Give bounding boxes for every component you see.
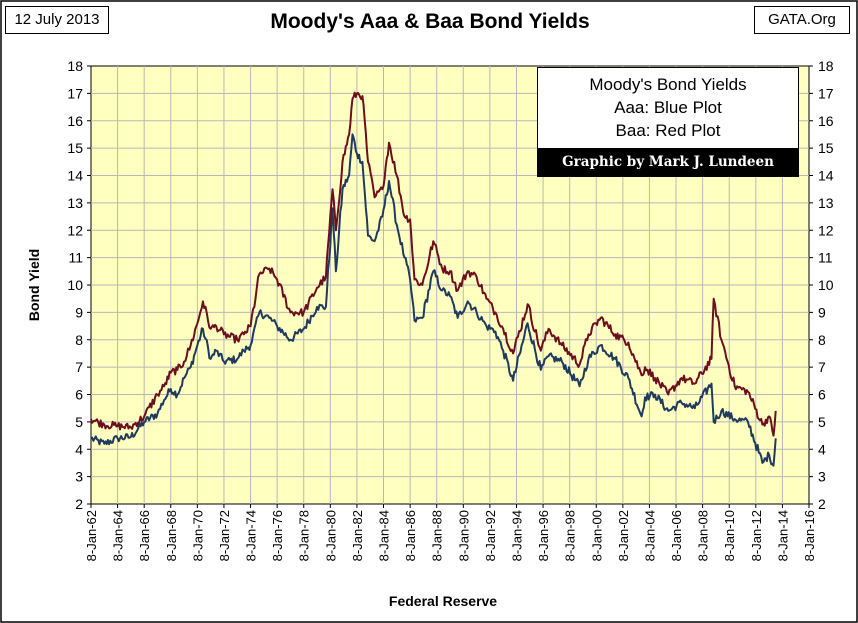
x-tick-label: 8-Jan-78 <box>297 510 312 561</box>
date-label: 12 July 2013 <box>5 6 109 34</box>
x-tick-label: 8-Jan-88 <box>430 510 445 561</box>
y-tick-label: 13 <box>67 195 83 211</box>
y-tick-label: 15 <box>67 140 83 156</box>
y-tick-label: 15 <box>818 140 834 156</box>
y-tick-label: 9 <box>818 304 826 320</box>
x-tick-label: 8-Jan-76 <box>270 510 285 561</box>
x-tick-label: 8-Jan-08 <box>696 510 711 561</box>
x-tick-label: 8-Jan-86 <box>403 510 418 561</box>
x-tick-label: 8-Jan-06 <box>669 510 684 561</box>
x-tick-label: 8-Jan-80 <box>323 510 338 561</box>
y-tick-label: 12 <box>818 222 834 238</box>
x-tick-label: 8-Jan-68 <box>164 510 179 561</box>
x-tick-label: 8-Jan-66 <box>137 510 152 561</box>
series-line-aaa <box>90 133 777 467</box>
y-tick-label: 9 <box>75 304 83 320</box>
y-tick-label: 5 <box>818 414 826 430</box>
y-tick-label: 18 <box>67 58 83 74</box>
chart-title: Moody's Aaa & Baa Bond Yields <box>270 10 590 33</box>
y-tick-label: 16 <box>67 113 83 129</box>
y-tick-label: 6 <box>75 387 83 403</box>
x-tick-label: 8-Jan-84 <box>377 510 392 561</box>
y-tick-label: 3 <box>818 469 826 485</box>
y-tick-label: 8 <box>75 332 83 348</box>
x-tick-label: 8-Jan-12 <box>749 510 764 561</box>
y-tick-label: 5 <box>75 414 83 430</box>
y-tick-label: 2 <box>75 496 83 512</box>
x-axis: 8-Jan-62 8-Jan-64 8-Jan-66 8-Jan-68 8-Jan-70… <box>84 504 817 561</box>
y-tick-label: 18 <box>818 58 834 74</box>
x-tick-label: 8-Jan-90 <box>456 510 471 561</box>
x-tick-label: 8-Jan-14 <box>775 510 790 561</box>
x-tick-label: 8-Jan-92 <box>483 510 498 561</box>
y-tick-label: 13 <box>818 195 834 211</box>
legend: Moody's Bond Yields Aaa: Blue Plot Baa: … <box>537 67 799 177</box>
x-tick-label: 8-Jan-02 <box>616 510 631 561</box>
x-tick-label: 8-Jan-00 <box>589 510 604 561</box>
y-tick-label: 7 <box>75 359 83 375</box>
y-tick-label: 10 <box>818 277 834 293</box>
y-tick-label: 11 <box>818 250 833 266</box>
y-tick-label: 7 <box>818 359 826 375</box>
legend-baa: Baa: Red Plot <box>615 121 721 140</box>
x-tick-label: 8-Jan-16 <box>802 510 817 561</box>
y-tick-label: 4 <box>75 441 83 457</box>
y-tick-label: 12 <box>67 222 83 238</box>
y-tick-label: 8 <box>818 332 826 348</box>
series-layer <box>90 91 777 467</box>
y-tick-label: 6 <box>818 387 826 403</box>
y-axis-right: 2 3 4 5 6 7 8 9 10 11 12 13 14 15 16 17 18 <box>809 58 834 512</box>
y-tick-label: 10 <box>67 277 83 293</box>
y-tick-label: 11 <box>68 250 83 266</box>
y-axis-label: Bond Yield <box>26 249 42 321</box>
y-tick-label: 3 <box>75 469 83 485</box>
series-line-baa <box>90 91 777 437</box>
y-tick-label: 17 <box>67 85 83 101</box>
x-tick-label: 8-Jan-70 <box>190 510 205 561</box>
x-tick-label: 8-Jan-96 <box>536 510 551 561</box>
y-axis-left: 2 3 4 5 6 7 8 9 10 11 12 13 14 15 16 17 18 <box>67 58 91 512</box>
y-tick-label: 16 <box>818 113 834 129</box>
x-axis-label: Federal Reserve <box>389 593 497 609</box>
x-tick-label: 8-Jan-72 <box>217 510 232 561</box>
x-tick-label: 8-Jan-74 <box>244 510 259 561</box>
legend-credit: Graphic by Mark J. Lundeen <box>538 148 798 176</box>
y-tick-label: 14 <box>818 168 834 184</box>
source-label: GATA.Org <box>754 6 850 34</box>
y-tick-label: 17 <box>818 85 834 101</box>
x-tick-label: 8-Jan-10 <box>722 510 737 561</box>
y-tick-label: 2 <box>818 496 826 512</box>
x-tick-label: 8-Jan-62 <box>84 510 99 561</box>
y-tick-label: 14 <box>67 168 83 184</box>
x-tick-label: 8-Jan-04 <box>642 510 657 561</box>
x-tick-label: 8-Jan-98 <box>563 510 578 561</box>
x-tick-label: 8-Jan-82 <box>350 510 365 561</box>
legend-aaa: Aaa: Blue Plot <box>614 98 722 117</box>
x-tick-label: 8-Jan-94 <box>509 510 524 561</box>
x-tick-label: 8-Jan-64 <box>111 510 126 561</box>
y-tick-label: 4 <box>818 441 826 457</box>
legend-title: Moody's Bond Yields <box>589 75 747 94</box>
